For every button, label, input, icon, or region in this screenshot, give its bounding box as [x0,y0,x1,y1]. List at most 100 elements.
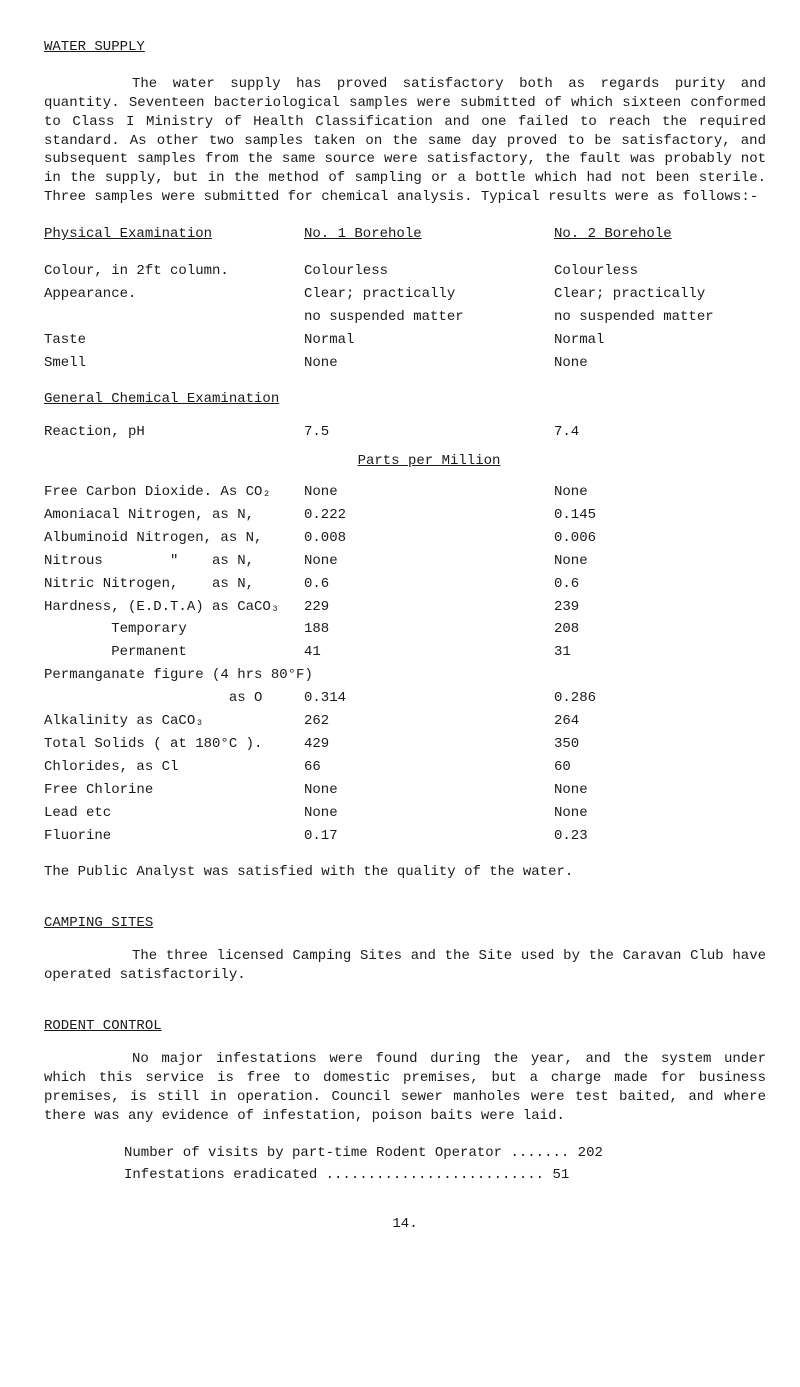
cell: Lead etc [44,804,304,823]
cell: None [304,804,554,823]
table-row: Appearance.Clear; practicallyClear; prac… [44,285,766,304]
cell: Free Chlorine [44,781,304,800]
cell: Amoniacal Nitrogen, as N, [44,506,304,525]
cell: 239 [554,598,766,617]
cell: 0.008 [304,529,554,548]
ppm-label: Parts per Million [304,452,554,471]
cell: 350 [554,735,766,754]
table-row: Free ChlorineNoneNone [44,781,766,800]
cell: None [304,483,554,502]
reaction-row: Reaction, pH 7.5 7.4 [44,423,766,442]
table-row: Colour, in 2ft column.ColourlessColourle… [44,262,766,281]
cell: 229 [304,598,554,617]
table-row: Temporary188208 [44,620,766,639]
table-row: Fluorine0.170.23 [44,827,766,846]
physical-table: Colour, in 2ft column.ColourlessColourle… [44,262,766,372]
analyst-paragraph: The Public Analyst was satisfied with th… [44,863,766,882]
table-row: Amoniacal Nitrogen, as N,0.2220.145 [44,506,766,525]
chemical-table: Free Carbon Dioxide. As CO₂NoneNone Amoni… [44,483,766,845]
cell: Taste [44,331,304,350]
table-row: Permanganate figure (4 hrs 80°F) [44,666,766,685]
cell: 188 [304,620,554,639]
cell: 0.222 [304,506,554,525]
header-no2: No. 2 Borehole [554,226,672,242]
cell: Hardness, (E.D.T.A) as CaCO₃ [44,598,304,617]
cell: 0.006 [554,529,766,548]
cell: Clear; practically [554,285,766,304]
table-row: TasteNormalNormal [44,331,766,350]
cell: 0.23 [554,827,766,846]
cell: 60 [554,758,766,777]
cell: Normal [554,331,766,350]
cell: Nitrous " as N, [44,552,304,571]
table-row: as O0.3140.286 [44,689,766,708]
cell: 262 [304,712,554,731]
reaction-val2: 7.4 [554,423,766,442]
cell: Appearance. [44,285,304,304]
table-row: no suspended matterno suspended matter [44,308,766,327]
cell: None [554,483,766,502]
cell: Colour, in 2ft column. [44,262,304,281]
reaction-label: Reaction, pH [44,423,304,442]
table-row: Nitrous " as N,NoneNone [44,552,766,571]
cell: Colourless [304,262,554,281]
table-row: Alkalinity as CaCO₃262264 [44,712,766,731]
table-row: Chlorides, as Cl6660 [44,758,766,777]
cell [44,308,304,327]
eradicated-line: Infestations eradicated ................… [124,1165,766,1187]
cell: Temporary [44,620,304,639]
camping-paragraph: The three licensed Camping Sites and the… [44,947,766,985]
camping-title: CAMPING SITES [44,915,153,931]
intro-paragraph: The water supply has proved satisfactory… [44,75,766,207]
general-chem-title: General Chemical Examination [44,391,279,407]
cell: Permanganate figure (4 hrs 80°F) [44,666,304,685]
cell: 0.286 [554,689,766,708]
cell: Total Solids ( at 180°C ). [44,735,304,754]
cell: Nitric Nitrogen, as N, [44,575,304,594]
cell: 0.17 [304,827,554,846]
cell [304,666,554,685]
cell: 0.314 [304,689,554,708]
cell: 41 [304,643,554,662]
table-row: Hardness, (E.D.T.A) as CaCO₃229239 [44,598,766,617]
table-row: Total Solids ( at 180°C ).429350 [44,735,766,754]
table-row: Nitric Nitrogen, as N,0.60.6 [44,575,766,594]
cell: None [554,552,766,571]
table-row: Lead etcNoneNone [44,804,766,823]
cell: None [554,804,766,823]
cell: None [554,354,766,373]
table-row: Albuminoid Nitrogen, as N,0.0080.006 [44,529,766,548]
table-row: Permanent4131 [44,643,766,662]
page-number: 14. [44,1215,766,1234]
visits-line: Number of visits by part-time Rodent Ope… [124,1143,766,1165]
cell: Alkalinity as CaCO₃ [44,712,304,731]
cell: Albuminoid Nitrogen, as N, [44,529,304,548]
header-row: Physical Examination No. 1 Borehole No. … [44,225,766,244]
cell: None [304,781,554,800]
rodent-title: RODENT CONTROL [44,1018,162,1034]
stats-block: Number of visits by part-time Rodent Ope… [124,1143,766,1186]
cell: 429 [304,735,554,754]
cell: Normal [304,331,554,350]
cell: Fluorine [44,827,304,846]
cell: as O [44,689,304,708]
title-water-supply: WATER SUPPLY [44,38,766,57]
header-physical: Physical Examination [44,226,212,242]
cell [554,666,766,685]
cell: Smell [44,354,304,373]
cell: Chlorides, as Cl [44,758,304,777]
cell: 264 [554,712,766,731]
cell: None [304,552,554,571]
cell: 208 [554,620,766,639]
cell: Colourless [554,262,766,281]
cell: 0.6 [304,575,554,594]
cell: None [304,354,554,373]
header-no1: No. 1 Borehole [304,226,422,242]
cell: no suspended matter [554,308,766,327]
table-row: SmellNoneNone [44,354,766,373]
cell: 31 [554,643,766,662]
cell: 0.145 [554,506,766,525]
cell: no suspended matter [304,308,554,327]
cell: Permanent [44,643,304,662]
table-row: Free Carbon Dioxide. As CO₂NoneNone [44,483,766,502]
